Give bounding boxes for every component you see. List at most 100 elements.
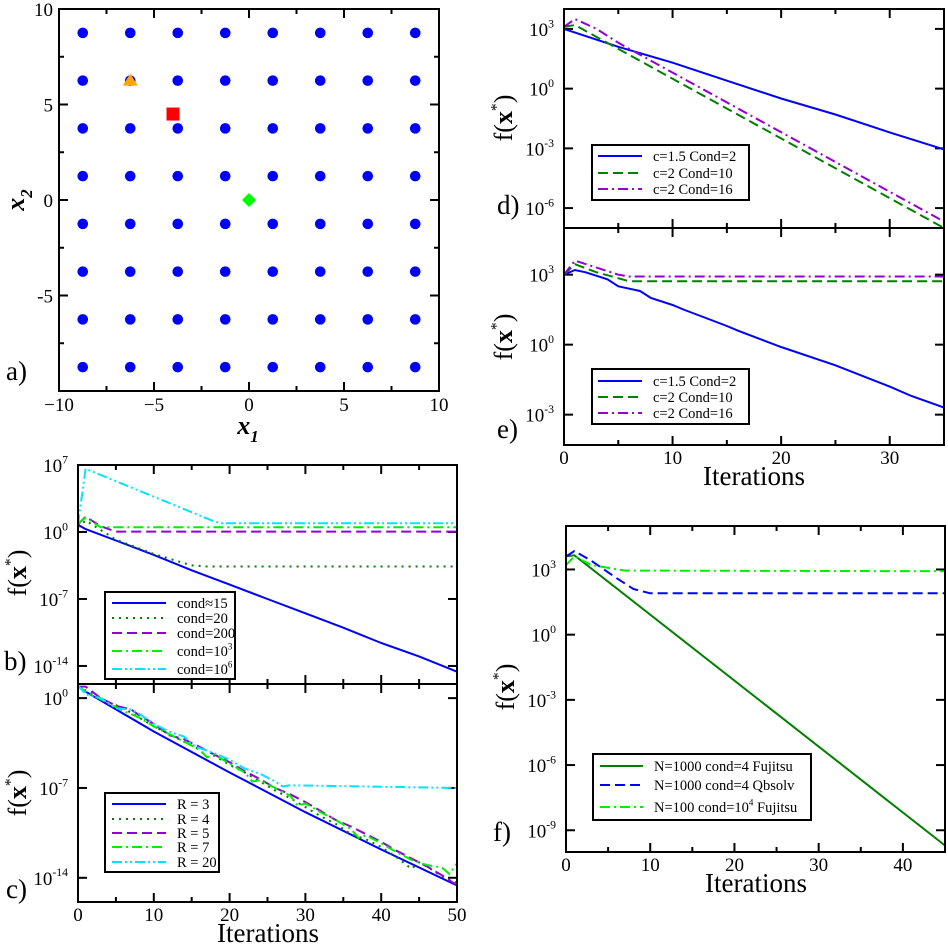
grid-point — [77, 314, 89, 325]
grid-point — [77, 361, 89, 373]
y-tick-label: 103​ — [529, 263, 554, 287]
plot-area — [78, 467, 457, 673]
x-tick-label: 50 — [448, 905, 467, 926]
legend: N=1000 cond=4 Fujitsu N=1000 cond=4 Qbsol… — [592, 753, 812, 821]
y-tick-label: 107​ — [43, 453, 68, 477]
panel-b: 107​ 100​ 10-7​ 10-14​ cond≈15cond=20cond=20… — [3, 453, 458, 685]
legend-label: cond=103​ — [177, 641, 233, 660]
x-tick-label: 10 — [430, 395, 449, 416]
grid-point — [314, 27, 326, 39]
legend-label: cond≈15 — [177, 596, 228, 612]
x-tick-label: 10 — [663, 448, 682, 469]
series-line-3 — [564, 17, 944, 223]
y-tick-label: 10-14​ — [33, 866, 68, 890]
grid-point — [314, 361, 326, 373]
y-axis-label: f(x*) — [489, 314, 518, 361]
y-axis-label: f(x*) — [489, 95, 518, 142]
legend-label: R = 4 — [177, 812, 210, 828]
y-tick-label: 5 — [44, 96, 54, 117]
legend-label: c=2 Cond=16 — [653, 406, 733, 422]
triangle-marker — [122, 73, 138, 86]
grid-point — [77, 123, 89, 134]
legend-label: cond=106​ — [177, 659, 233, 678]
plot-frame — [58, 8, 440, 392]
grid-point — [362, 75, 374, 86]
series-line-1 — [78, 523, 457, 673]
grid-point — [409, 361, 421, 373]
legend-label: c=1.5 Cond=2 — [653, 149, 736, 165]
x-tick-label: 5 — [339, 395, 349, 416]
y-tick-label: 100​ — [531, 623, 556, 647]
panel-label: c) — [6, 874, 27, 904]
panel-label: f) — [493, 817, 511, 847]
grid-point — [362, 361, 374, 373]
x-tick-label: 10 — [641, 855, 660, 876]
x-tick-label: 30 — [809, 855, 828, 876]
x-tick-label: 30 — [880, 448, 899, 469]
series-line-2 — [564, 23, 944, 228]
panel-label: e) — [497, 414, 518, 444]
grid-point — [219, 266, 231, 277]
series-line-4 — [78, 516, 457, 529]
legend-label: cond=20 — [177, 611, 228, 627]
legend-label: N=1000 cond=4 Qbsolv — [654, 778, 795, 794]
legend-label: c=2 Cond=16 — [653, 182, 733, 198]
x-tick-label: 0 — [559, 448, 569, 469]
y-tick-label: 10-6​ — [525, 197, 554, 221]
series-line-1 — [566, 554, 945, 847]
square-marker — [166, 107, 180, 121]
grid-point — [172, 27, 184, 39]
x-tick-label: 20 — [725, 855, 744, 876]
x-tick-label: 0 — [561, 855, 571, 876]
y-tick-label: 10-3​ — [525, 403, 554, 427]
x-axis-label: Iterations — [705, 868, 807, 898]
y-tick-label: 103​ — [531, 558, 556, 582]
series-line-2 — [566, 549, 945, 595]
panel-a: −10 −5 0 5 10 10 5 0 -5 x2 x1 a) — [1, 0, 449, 446]
y-axis-label: f(x*) — [3, 770, 32, 817]
y-axis-label: f(x*) — [3, 550, 32, 597]
grid-point — [314, 123, 326, 134]
series-line-1 — [564, 27, 944, 151]
x-tick-label: 20 — [220, 905, 239, 926]
grid-point — [267, 218, 279, 230]
x-axis-label: x1 — [236, 411, 258, 446]
y-tick-label: -5 — [37, 287, 53, 308]
grid-point — [409, 266, 421, 277]
legend-label: N=1000 cond=4 Fujitsu — [654, 759, 793, 775]
grid-point — [219, 218, 231, 230]
y-tick-label: 100​ — [43, 687, 68, 711]
series-line-2 — [564, 263, 944, 283]
grid-point — [172, 123, 184, 134]
y-tick-label: 100​ — [529, 333, 554, 357]
grid-point — [409, 27, 421, 39]
grid-point — [362, 27, 374, 39]
y-tick-label: 0 — [44, 191, 54, 212]
grid-point — [77, 75, 89, 86]
legend-box — [104, 591, 236, 680]
plot-area — [78, 684, 457, 887]
x-tick-label: 30 — [296, 905, 315, 926]
grid-point — [172, 361, 184, 373]
series-line-5 — [78, 467, 457, 525]
y-tick-label: 10-7​ — [39, 776, 68, 800]
grid-point — [172, 218, 184, 230]
y-tick-label: 100​ — [529, 77, 554, 101]
legend-label: cond=200 — [177, 626, 235, 642]
plot-area — [77, 27, 421, 373]
y-tick-label: 10 — [34, 0, 53, 21]
y-axis-label: x2 — [1, 189, 36, 212]
legend-label: c=2 Cond=10 — [653, 390, 733, 406]
diamond-marker — [242, 193, 256, 207]
x-tick-label: 0 — [244, 395, 254, 416]
y-tick-label: 10-3​ — [525, 137, 554, 161]
legend-label: R = 3 — [177, 797, 209, 813]
grid-point — [409, 75, 421, 86]
grid-point — [409, 170, 421, 182]
grid-point — [362, 266, 374, 277]
grid-point — [267, 266, 279, 277]
